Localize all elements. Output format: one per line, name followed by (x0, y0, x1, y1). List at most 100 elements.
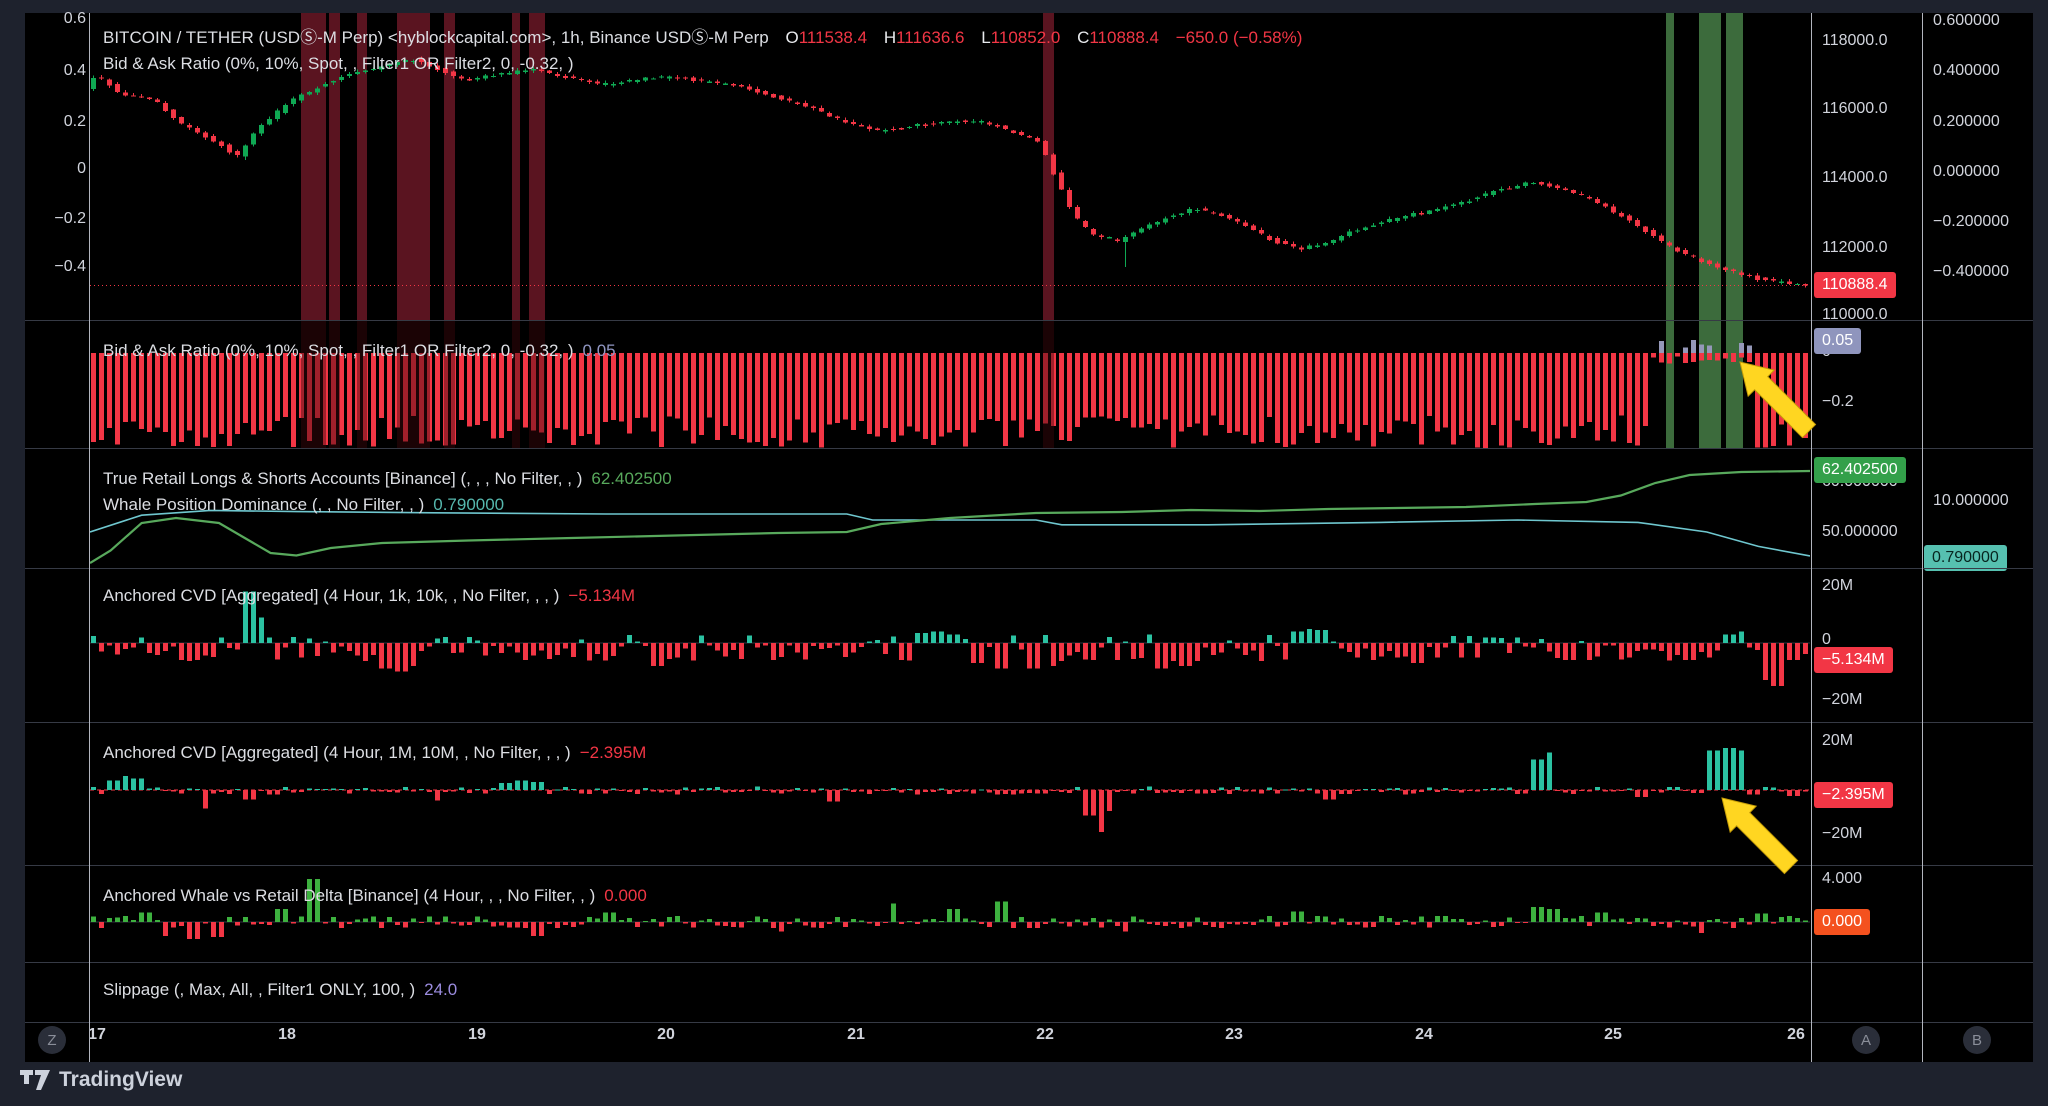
time-tick-label: 19 (468, 1026, 486, 1043)
cvd-1k-label[interactable]: Anchored CVD [Aggregated] (4 Hour, 1k, 1… (103, 586, 560, 605)
scale-a-button[interactable]: A (1852, 1026, 1880, 1054)
slippage-value: 24.0 (424, 980, 458, 999)
time-tick-label: 25 (1604, 1026, 1622, 1043)
session-highlight-band (1666, 13, 1674, 320)
reset-zoom-button[interactable]: Z (38, 1026, 66, 1054)
high-label: H (883, 28, 897, 47)
session-highlight-band (511, 321, 520, 448)
retail-whale-pane-legend[interactable]: True Retail Longs & Shorts Accounts [Bin… (103, 466, 672, 518)
change-value: −650.0 (−0.58%) (1175, 28, 1303, 47)
symbol-row[interactable]: BITCOIN / TETHER (USDⓈ-M Perp) <hyblockc… (103, 25, 1302, 51)
candlestick-plot[interactable] (90, 13, 1810, 320)
pane-separator[interactable] (25, 865, 2033, 866)
tradingview-logo-icon (20, 1070, 50, 1090)
anchored-cvd-1k-plot[interactable] (90, 568, 1810, 722)
retail-accounts-row[interactable]: True Retail Longs & Shorts Accounts [Bin… (103, 466, 672, 492)
session-highlight-band (329, 321, 340, 448)
close-value: 110888.4 (1089, 28, 1160, 47)
retail-whale-lines-plot[interactable] (90, 448, 1810, 568)
slippage-label[interactable]: Slippage (, Max, All, , Filter1 ONLY, 10… (103, 980, 416, 999)
axis-tick-label: 4.000 (1822, 870, 1863, 887)
session-highlight-band (528, 13, 545, 320)
retail-accounts-value: 62.402500 (591, 469, 672, 488)
axis-value-badge: −2.395M (1814, 782, 1893, 808)
axis-tick-label: 0 (1822, 631, 1831, 648)
time-axis-border (25, 1022, 2033, 1023)
cvd-1m-pane-legend[interactable]: Anchored CVD [Aggregated] (4 Hour, 1M, 1… (103, 740, 646, 766)
pane-separator[interactable] (25, 722, 2033, 723)
session-highlight-band (1699, 321, 1722, 448)
whale-dominance-label[interactable]: Whale Position Dominance (, , No Filter,… (103, 495, 425, 514)
cvd-1k-value: −5.134M (568, 586, 636, 605)
session-highlight-band (443, 321, 455, 448)
axis-tick-label: 20M (1822, 732, 1854, 749)
axis-tick-label: −0.200000 (1933, 213, 2010, 230)
axis-tick-label: 114000.0 (1822, 169, 1888, 186)
axis-tick-label: 20M (1822, 577, 1854, 594)
axis-value-badge: 110888.4 (1814, 272, 1896, 298)
axis-tick-label: 0.4 (63, 62, 86, 79)
axis-tick-label: 112000.0 (1822, 239, 1888, 256)
axis-tick-label: 118000.0 (1822, 32, 1888, 49)
anchored-cvd-1m-plot[interactable] (90, 722, 1810, 865)
time-tick-label: 24 (1415, 1026, 1433, 1043)
session-highlight-band (1666, 321, 1674, 448)
axis-tick-label: 110000.0 (1822, 306, 1888, 323)
time-tick-label: 22 (1036, 1026, 1054, 1043)
high-value: 111636.6 (896, 28, 965, 47)
session-highlight-band (329, 13, 340, 320)
scale-b-button[interactable]: B (1963, 1026, 1991, 1054)
whale-retail-delta-plot[interactable] (90, 865, 1810, 962)
bid-ask-overlay-row[interactable]: Bid & Ask Ratio (0%, 10%, Spot, , Filter… (103, 51, 1302, 77)
cvd-1m-value: −2.395M (579, 743, 647, 762)
main-pane-legend[interactable]: BITCOIN / TETHER (USDⓈ-M Perp) <hyblockc… (103, 25, 1302, 77)
cvd-1m-label[interactable]: Anchored CVD [Aggregated] (4 Hour, 1M, 1… (103, 743, 571, 762)
price-scale-separator (1811, 13, 1812, 1062)
session-highlight-band (301, 321, 326, 448)
pane-separator[interactable] (25, 448, 2033, 449)
delta-label[interactable]: Anchored Whale vs Retail Delta [Binance]… (103, 886, 596, 905)
bid-ask-label[interactable]: Bid & Ask Ratio (0%, 10%, Spot, , Filter… (103, 341, 574, 360)
slippage-pane-legend[interactable]: Slippage (, Max, All, , Filter1 ONLY, 10… (103, 977, 457, 1003)
tradingview-logo[interactable]: TradingView (20, 1068, 182, 1092)
axis-tick-label: −0.400000 (1933, 263, 2010, 280)
axis-tick-label: −0.4 (54, 258, 86, 275)
bid-ask-overlay-label[interactable]: Bid & Ask Ratio (0%, 10%, Spot, , Filter… (103, 54, 574, 73)
axis-value-badge: 0.000 (1814, 909, 1871, 935)
pane-separator[interactable] (25, 568, 2033, 569)
time-axis[interactable] (25, 1022, 2033, 1062)
axis-tick-label: 0.600000 (1933, 12, 2000, 29)
session-highlight-band (1042, 321, 1055, 448)
session-highlight-band (397, 321, 431, 448)
pane-separator[interactable] (25, 962, 2033, 963)
time-tick-label: 21 (847, 1026, 865, 1043)
time-tick-label: 26 (1787, 1026, 1805, 1043)
axis-tick-label: 0.6 (63, 10, 86, 27)
time-tick-label: 20 (657, 1026, 675, 1043)
session-highlight-band (356, 321, 367, 448)
axis-tick-label: 50.000000 (1822, 523, 1898, 540)
bid-ask-value: 0.05 (582, 341, 616, 360)
tradingview-logo-text[interactable]: TradingView (59, 1068, 183, 1091)
axis-tick-label: −20M (1822, 825, 1863, 842)
axis-value-badge: 0.790000 (1924, 545, 2007, 571)
retail-accounts-label[interactable]: True Retail Longs & Shorts Accounts [Bin… (103, 469, 583, 488)
axis-tick-label: 0.000000 (1933, 163, 2000, 180)
axis-tick-label: −0.2 (1822, 393, 1854, 410)
bid-ask-pane-legend[interactable]: Bid & Ask Ratio (0%, 10%, Spot, , Filter… (103, 338, 616, 364)
left-scale-separator (89, 13, 90, 1062)
axis-tick-label: 116000.0 (1822, 100, 1888, 117)
pane-separator[interactable] (25, 320, 2033, 321)
whale-dominance-row[interactable]: Whale Position Dominance (, , No Filter,… (103, 492, 672, 518)
session-highlight-band (356, 13, 367, 320)
session-highlight-band (1726, 321, 1743, 448)
open-label: O (785, 28, 799, 47)
symbol-title[interactable]: BITCOIN / TETHER (USDⓈ-M Perp) <hyblockc… (103, 28, 769, 47)
axis-value-badge: −5.134M (1814, 647, 1893, 673)
axis-tick-label: 10.000000 (1933, 492, 2009, 509)
cvd-1k-pane-legend[interactable]: Anchored CVD [Aggregated] (4 Hour, 1k, 1… (103, 583, 635, 609)
highlight-bands-bidask (90, 321, 1810, 448)
delta-pane-legend[interactable]: Anchored Whale vs Retail Delta [Binance]… (103, 883, 647, 909)
session-highlight-band (301, 13, 326, 320)
